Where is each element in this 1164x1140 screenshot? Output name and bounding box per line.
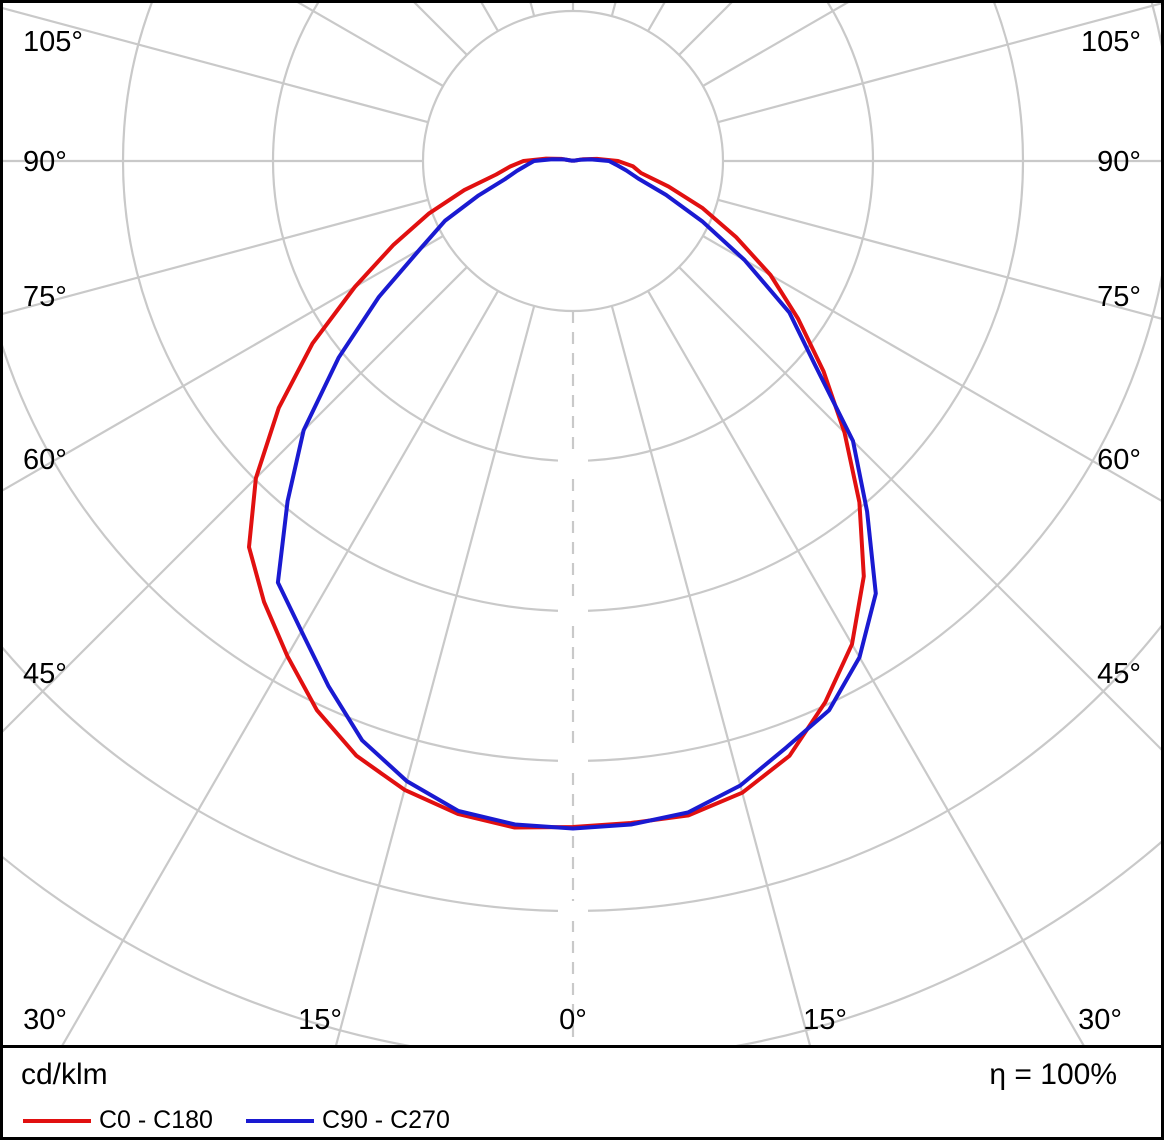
polar-grid-radial [3,198,429,315]
units-label: cd/klm [21,1058,108,1091]
polar-chart-area: 105° 90° 75° 60° 45° 105° 90° 75° 60° 45° 30° 15° 0°… [3,3,1161,1048]
curve-c90-c270 [275,157,878,831]
angle-label-bottom: 0° [559,1004,587,1036]
angle-label-left: 75° [23,281,67,313]
polar-grid-radial [334,305,536,1045]
polar-grid-radial [3,7,429,124]
polar-grid-radial [702,235,1161,502]
chart-footer: cd/klm η = 100% C0 - C180 C90 - C270 [3,1048,1161,1137]
polar-grid-circle [271,3,875,463]
ring-value-box [558,601,588,621]
ring-value-box [558,751,588,771]
polar-grid-radial [610,305,812,1045]
legend-label-c0-c180: C0 - C180 [99,1106,213,1134]
angle-label-right: 90° [1097,146,1141,178]
polar-grid-radial [529,3,536,17]
polar-grid-circle [122,3,1024,612]
efficiency-label: η = 100% [989,1058,1117,1091]
angle-label-left: 45° [23,658,67,690]
polar-grid-circle [3,3,1161,762]
polar-grid-radial [3,266,468,733]
polar-grid-radial [717,3,1161,124]
legend-label-c90-c270: C90 - C270 [322,1106,450,1134]
photometric-polar-chart: 105° 90° 75° 60° 45° 105° 90° 75° 60° 45° 30° 15° 0°… [3,3,1161,1045]
angle-label-right: 60° [1097,444,1141,476]
angle-label-left: 60° [23,444,67,476]
polar-grid-radial [647,290,1085,1045]
ring-value-box [558,901,588,921]
angle-labels: 105° 90° 75° 60° 45° 105° 90° 75° 60° 45° 30° 15° 0°… [23,26,1141,1036]
angle-label-left: 105° [23,26,83,58]
legend-swatch-0 [23,1119,91,1123]
angle-label-bottom: 30° [23,1004,67,1036]
polar-grid-radial [717,198,1161,320]
legend-swatch-1 [246,1119,314,1123]
polar-grid-radial [610,3,617,17]
angle-label-bottom: 15° [298,1004,342,1036]
angle-label-right: 105° [1081,26,1141,58]
angle-label-right: 75° [1097,281,1141,313]
angle-label-bottom: 30° [1078,1004,1122,1036]
angle-label-left: 90° [23,146,67,178]
angle-label-right: 45° [1097,658,1141,690]
polar-grid-radial [678,266,1161,751]
ring-value-box [558,451,588,471]
polar-grid-radial [3,235,444,492]
polar-grid-radial [61,290,499,1045]
angle-label-bottom: 15° [803,1004,847,1036]
